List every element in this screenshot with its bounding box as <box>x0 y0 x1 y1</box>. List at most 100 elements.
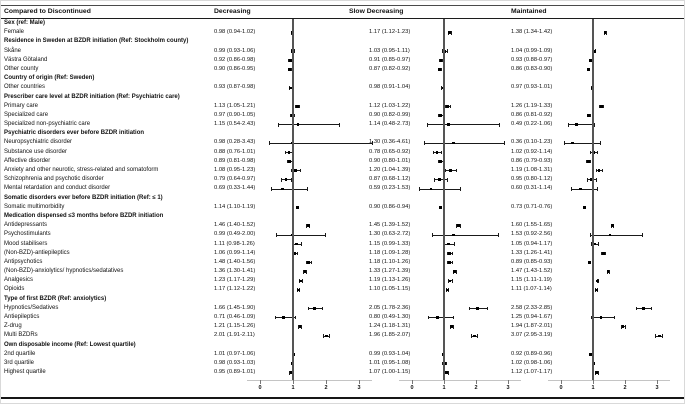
estimate-text: 1.01 (0.95-1.08) <box>369 359 411 366</box>
ci-cap-right <box>444 86 446 90</box>
row-label: Substance use disorder <box>4 148 68 155</box>
ci-cap-right <box>613 315 615 320</box>
data-row: Psychostimulants 0.99 (0.49-2.00) 1.30 (0.… <box>1 230 684 239</box>
estimate-text: 0.90 (0.80-1.01) <box>369 157 411 164</box>
axis-tick-label: 2 <box>324 385 328 391</box>
estimate-text: 1.53 (0.92-2.56) <box>511 231 553 238</box>
ci-cap-left <box>307 306 309 311</box>
estimate-text: 1.46 (1.40-1.52) <box>214 222 256 229</box>
point-marker <box>287 150 291 154</box>
estimate-text: 1.17 (1.12-1.22) <box>214 286 256 293</box>
estimate-text: 0.93 (0.87-0.98) <box>214 84 256 91</box>
ci-cap-right <box>498 122 500 127</box>
point-marker <box>290 371 293 375</box>
ci-cap-right <box>321 306 323 311</box>
axis-line <box>548 380 670 381</box>
row-label: Schizophrenia and psychotic disorder <box>4 176 104 183</box>
ci-cap-left <box>306 224 307 228</box>
estimate-text: 1.30 (0.36-4.61) <box>369 139 411 146</box>
estimate-text: 2.58 (2.33-2.85) <box>511 304 553 311</box>
data-row: Neuropsychiatric disorder 0.98 (0.28-3.43… <box>1 138 684 147</box>
row-label: (Non-BZD)-antiepileptics <box>4 249 70 256</box>
point-marker <box>298 325 302 329</box>
axis-tick <box>625 380 626 384</box>
axis-line <box>247 380 372 381</box>
point-marker <box>448 279 452 283</box>
point-marker <box>439 206 443 209</box>
row-label: Highest quartile <box>4 369 46 376</box>
estimate-text: 1.18 (1.10-1.26) <box>369 258 411 265</box>
row-label: Sex (ref: Male) <box>4 20 46 26</box>
point-marker <box>592 150 595 154</box>
estimate-text: 0.93 (0.88-0.97) <box>511 56 553 63</box>
axis-tick <box>508 380 509 384</box>
axis-tick-label: 0 <box>559 385 563 391</box>
ci-cap-left <box>570 187 572 191</box>
ci-cap-right <box>291 159 293 164</box>
reference-line <box>592 19 594 380</box>
data-row: Multi BZDRs 2.01 (1.91-2.11) 1.96 (1.85-2.… <box>1 331 684 340</box>
point-marker <box>596 279 600 283</box>
ci-cap-right <box>498 233 500 237</box>
ci-cap-left <box>432 233 433 237</box>
ci-cap-right <box>442 58 444 63</box>
section-header-row: Type of first BZDR (Ref: anxiolytics) <box>1 295 684 304</box>
axis-tick <box>412 380 413 384</box>
estimate-text: 1.33 (1.26-1.41) <box>511 249 553 256</box>
ci-cap-left <box>449 325 451 329</box>
point-marker <box>450 325 454 329</box>
estimate-text: 0.89 (0.81-0.98) <box>214 157 256 164</box>
ci-cap-right <box>452 315 454 320</box>
estimate-text: 1.47 (1.43-1.52) <box>511 268 553 275</box>
point-marker <box>289 86 293 90</box>
section-header-row: Residence in Sweden at BZDR initiation (… <box>1 37 684 46</box>
point-marker <box>294 169 297 172</box>
ci-cap-left <box>289 113 291 118</box>
ci-cap-left <box>423 141 425 145</box>
row-label: Somatic disorders ever before BZDR initi… <box>4 194 163 201</box>
estimate-text: 1.15 (0.54-2.43) <box>214 121 256 128</box>
ci-cap-right <box>291 178 292 182</box>
point-marker <box>290 31 294 35</box>
data-row: Other county 0.90 (0.86-0.95) 0.87 (0.82-0… <box>1 65 684 74</box>
estimate-text: 0.99 (0.93-1.04) <box>369 350 411 357</box>
point-marker <box>606 270 610 274</box>
estimate-text: 0.60 (0.31-1.14) <box>511 185 553 192</box>
estimate-text: 1.10 (1.05-1.15) <box>369 286 411 293</box>
ci-cap-right <box>452 251 453 256</box>
estimate-text: 0.90 (0.82-0.99) <box>369 111 411 118</box>
ci-line <box>590 234 643 236</box>
data-row: Mood stabilisers 1.11 (0.98-1.26) 1.15 (0.… <box>1 240 684 249</box>
estimate-text: 1.94 (1.87-2.01) <box>511 323 553 330</box>
ci-cap-right <box>596 187 598 191</box>
axis-tick <box>359 380 360 384</box>
data-row: Other countries 0.93 (0.87-0.98) 0.98 (0.9… <box>1 83 684 92</box>
estimate-text: 1.13 (1.05-1.21) <box>214 102 256 109</box>
estimate-text: 1.18 (1.09-1.28) <box>369 249 411 256</box>
point-marker <box>599 104 603 108</box>
point-marker <box>295 242 298 246</box>
estimate-text: 0.71 (0.46-1.09) <box>214 314 256 320</box>
ci-cap-right <box>455 269 457 274</box>
ci-cap-right <box>293 113 295 118</box>
data-row: (Non-BZD)-anxiolytics/ hypnotics/sedatat… <box>1 267 684 276</box>
ci-cap-right <box>309 224 311 228</box>
point-marker <box>303 270 307 274</box>
ci-cap-left <box>277 122 279 127</box>
ci-cap-left <box>447 260 448 265</box>
axis-tick <box>561 380 562 384</box>
column-header-slow-decreasing: Slow Decreasing <box>349 8 404 15</box>
ci-cap-left <box>288 58 290 63</box>
estimate-text: 1.02 (0.98-1.06) <box>511 359 553 366</box>
point-marker <box>445 288 449 292</box>
row-label: Other county <box>4 65 39 72</box>
estimate-text: 1.06 (0.99-1.14) <box>214 249 256 256</box>
ci-cap-right <box>605 251 607 256</box>
section-header-row: Sex (ref: Male) <box>1 19 684 28</box>
row-label: Anxiety and other neurotic, stress-relat… <box>4 167 159 173</box>
estimate-text: 0.95 (0.80-1.12) <box>511 176 553 183</box>
row-label: Psychiatric disorders ever before BZDR i… <box>4 130 145 137</box>
data-row: Specialized non-psychiatric care 1.15 (0.… <box>1 120 684 129</box>
ci-cap-left <box>586 159 588 164</box>
estimate-text: 1.15 (1.11-1.19) <box>511 277 552 284</box>
